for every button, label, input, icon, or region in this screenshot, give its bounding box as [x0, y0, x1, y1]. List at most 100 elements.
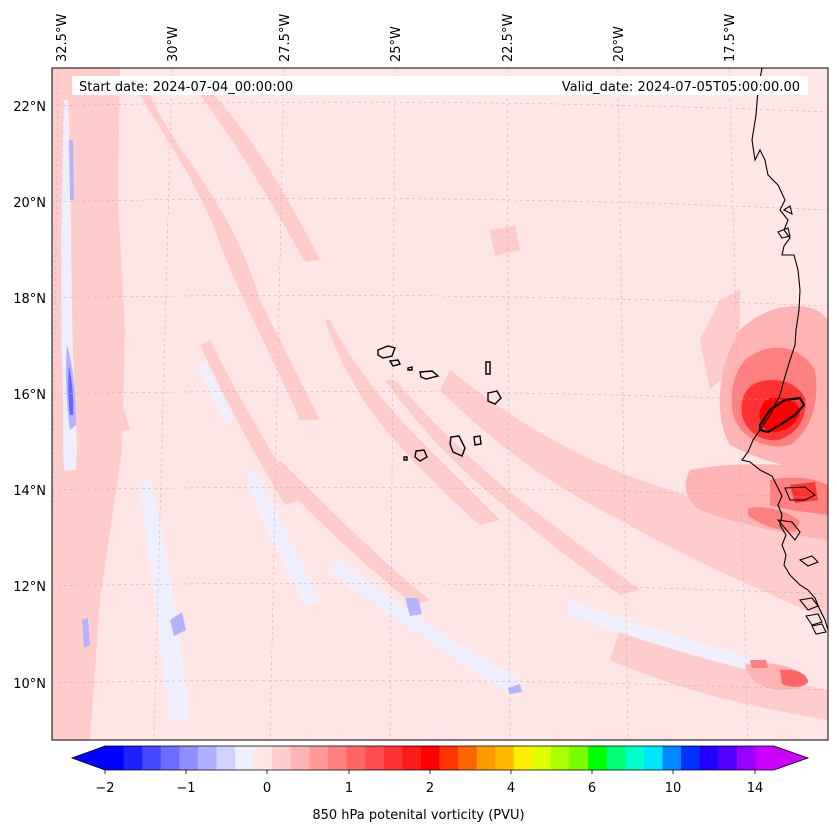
date-banner: [72, 76, 808, 95]
colorbar-tick-label: 14: [747, 781, 764, 796]
colorbar-cell: [346, 746, 366, 770]
lat-label: 18°N: [13, 292, 46, 307]
colorbar-tick-label: 0: [263, 781, 271, 796]
colorbar-lower-extend-arrow: [72, 746, 105, 770]
colorbar-cell: [588, 746, 608, 770]
colorbar-cell: [309, 746, 329, 770]
colorbar-label: 850 hPa potenital vorticity (PVU): [312, 808, 525, 823]
pv-contour-streak: [325, 320, 500, 525]
colorbar-upper-extend-arrow: [774, 746, 808, 770]
colorbar-cell: [625, 746, 645, 770]
pv-negative-streak: [565, 600, 760, 672]
colorbar-cell: [662, 746, 682, 770]
colorbar-cell: [402, 746, 422, 770]
lat-label: 10°N: [13, 677, 46, 692]
pv-positive-region: [748, 507, 800, 532]
colorbar-cell: [755, 746, 775, 770]
colorbar-cell: [513, 746, 533, 770]
island-santa-luzia: [407, 366, 413, 371]
pv-positive-max: [759, 397, 800, 432]
colorbar-tick-labels: −2 −1 0 1 2 4 6 10 14: [95, 781, 763, 796]
pv-negative-patch: [405, 598, 422, 616]
colorbar-cell: [532, 746, 552, 770]
colorbar-cell: [495, 746, 515, 770]
pv-contour-band: [610, 630, 828, 720]
lon-label: 27.5°W: [278, 14, 293, 62]
island-santo-antao: [377, 345, 396, 359]
latitude-labels: 22°N 20°N 18°N 16°N 14°N 12°N 10°N: [13, 100, 46, 692]
colorbar-cell: [105, 746, 125, 770]
island-maio: [473, 435, 482, 446]
colorbar-cell: [123, 746, 143, 770]
colorbar-cell: [253, 746, 273, 770]
colorbar-tick-label: 6: [588, 781, 596, 796]
pv-negative-core: [69, 140, 74, 200]
lon-label: 20°W: [612, 26, 627, 62]
island-santiago: [449, 435, 466, 457]
pv-contour-streak: [200, 340, 300, 505]
colorbar-ticks: [104, 770, 756, 774]
colorbar-cell: [476, 746, 496, 770]
start-date-label: Start date: 2024-07-04_00:00:00: [79, 80, 293, 95]
lon-label: 30°W: [166, 26, 181, 62]
pv-negative-streak: [245, 470, 320, 606]
pv-negative-streak: [330, 560, 520, 690]
colorbar-cell: [718, 746, 738, 770]
lat-label: 16°N: [13, 388, 46, 403]
lon-label: 25°W: [389, 26, 404, 62]
lat-label: 14°N: [13, 484, 46, 499]
island-boa-vista: [487, 390, 502, 405]
colorbar: −2 −1 0 1 2 4 6 10 14: [70, 745, 810, 796]
island-sal: [485, 361, 491, 375]
lat-label: 12°N: [13, 580, 46, 595]
pv-contour-streak: [190, 80, 320, 262]
graticule: [52, 68, 828, 740]
colorbar-tick-label: 4: [507, 781, 515, 796]
map-frame: [51, 67, 829, 741]
island-fogo: [414, 449, 428, 462]
colorbar-tick-label: 2: [426, 781, 434, 796]
colorbar-cell: [699, 746, 719, 770]
river-estuary: [758, 396, 806, 434]
colorbar-cell: [551, 746, 571, 770]
africa-coastline: [741, 68, 828, 635]
colorbar-cell: [197, 746, 217, 770]
valid-date-label: Valid_date: 2024-07-05T05:00:00.00: [562, 80, 800, 95]
pv-contour-streak: [385, 380, 640, 595]
colorbar-tick-label: −1: [176, 781, 195, 796]
lat-label: 22°N: [13, 100, 46, 115]
pv-positive-core: [780, 669, 808, 687]
island-sao-vicente: [388, 359, 402, 367]
colorbar-cell: [290, 746, 310, 770]
colorbar-cell: [420, 746, 440, 770]
pv-contour-streak: [55, 240, 130, 432]
pv-contour-streak: [140, 95, 320, 420]
lat-label: 20°N: [13, 196, 46, 211]
colorbar-cells: [105, 746, 775, 770]
colorbar-cell: [235, 746, 255, 770]
colorbar-cell: [681, 746, 701, 770]
pv-contour-streak: [270, 460, 430, 606]
colorbar-cell: [365, 746, 385, 770]
pv-contour-patch: [490, 226, 520, 256]
colorbar-cell: [606, 746, 626, 770]
pv-contour-band: [440, 370, 828, 620]
colorbar-cell: [160, 746, 180, 770]
colorbar-cell: [643, 746, 663, 770]
colorbar-cell: [216, 746, 236, 770]
colorbar-tick-label: −2: [95, 781, 114, 796]
pv-negative-max: [68, 365, 74, 415]
map-panel: [52, 68, 828, 740]
colorbar-cell: [272, 746, 292, 770]
lon-label: 22.5°W: [501, 14, 516, 62]
colorbar-tick-label: 10: [665, 781, 682, 796]
island-brava: [403, 456, 408, 461]
colorbar-cell: [458, 746, 478, 770]
pv-negative-patch: [170, 612, 186, 636]
colorbar-tick-label: 1: [345, 781, 353, 796]
pv-negative-streak: [198, 360, 235, 424]
colorbar-cell: [328, 746, 348, 770]
pv-negative-patch: [508, 684, 522, 694]
colorbar-cell: [142, 746, 162, 770]
